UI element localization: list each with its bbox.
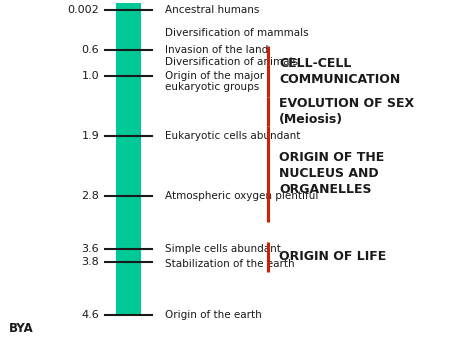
Text: 3.6: 3.6 xyxy=(81,244,99,254)
Text: BYA: BYA xyxy=(9,322,34,335)
Text: Origin of the major
eukaryotic groups: Origin of the major eukaryotic groups xyxy=(166,71,265,92)
Text: 2.8: 2.8 xyxy=(81,191,99,200)
Text: Eukaryotic cells abundant: Eukaryotic cells abundant xyxy=(166,131,301,141)
Text: ORIGIN OF THE
NUCLEUS AND
ORGANELLES: ORIGIN OF THE NUCLEUS AND ORGANELLES xyxy=(279,151,384,196)
Text: CELL-CELL
COMMUNICATION: CELL-CELL COMMUNICATION xyxy=(279,57,400,87)
Text: Diversification of animals: Diversification of animals xyxy=(166,57,298,67)
Text: 4.6: 4.6 xyxy=(81,310,99,320)
Text: Origin of the earth: Origin of the earth xyxy=(166,310,262,320)
Text: Diversification of mammals: Diversification of mammals xyxy=(166,28,309,38)
Text: EVOLUTION OF SEX
(Meiosis): EVOLUTION OF SEX (Meiosis) xyxy=(279,97,414,126)
Text: 0.002: 0.002 xyxy=(68,5,99,15)
Text: 3.8: 3.8 xyxy=(81,257,99,267)
Text: 1.0: 1.0 xyxy=(81,71,99,81)
Text: Atmospheric oxygen plentiful: Atmospheric oxygen plentiful xyxy=(166,191,319,200)
Text: Stabilization of the earth: Stabilization of the earth xyxy=(166,259,295,269)
Text: Invasion of the land: Invasion of the land xyxy=(166,45,269,55)
Text: Ancestral humans: Ancestral humans xyxy=(166,5,260,15)
Text: 0.6: 0.6 xyxy=(81,45,99,55)
Text: Simple cells abundant: Simple cells abundant xyxy=(166,244,281,254)
Bar xyxy=(116,3,140,315)
Text: ORIGIN OF LIFE: ORIGIN OF LIFE xyxy=(279,250,386,263)
Text: 1.9: 1.9 xyxy=(81,131,99,141)
